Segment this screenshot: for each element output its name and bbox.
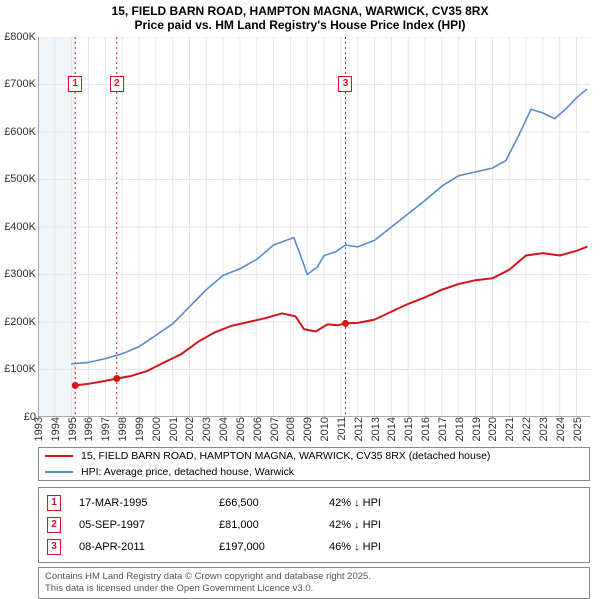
legend-swatch	[45, 471, 73, 473]
event-marker-on-chart: 1	[68, 76, 82, 92]
x-tick-label: 2016	[418, 417, 432, 441]
event-pct-vs-hpi: 42% ↓ HPI	[329, 519, 581, 531]
footer-attribution: Contains HM Land Registry data © Crown c…	[38, 567, 590, 599]
event-date: 17-MAR-1995	[79, 497, 219, 509]
x-tick-label: 2019	[469, 417, 483, 441]
x-tick-label: 2007	[267, 417, 281, 441]
event-marker: 2	[47, 517, 61, 533]
chart-svg	[38, 37, 590, 417]
x-tick-label: 2005	[233, 417, 247, 441]
event-marker-on-chart: 2	[110, 76, 124, 92]
footer-line-1: Contains HM Land Registry data © Crown c…	[45, 571, 583, 583]
event-row: 2 05-SEP-1997£81,00042% ↓ HPI	[39, 514, 589, 536]
x-tick-label: 2009	[300, 417, 314, 441]
x-tick-label: 1993	[31, 417, 45, 441]
event-date: 08-APR-2011	[79, 541, 219, 553]
event-marker: 3	[47, 539, 61, 555]
title-line-2: Price paid vs. HM Land Registry's House …	[0, 18, 600, 32]
x-tick-label: 1997	[98, 417, 112, 441]
x-tick-label: 2020	[485, 417, 499, 441]
x-tick-label: 2023	[536, 417, 550, 441]
y-tick-label: £200K	[4, 316, 38, 328]
x-tick-label: 2025	[570, 417, 584, 441]
event-price: £197,000	[219, 541, 329, 553]
y-tick-label: £400K	[4, 221, 38, 233]
event-date: 05-SEP-1997	[79, 519, 219, 531]
x-tick-label: 2008	[283, 417, 297, 441]
event-price: £81,000	[219, 519, 329, 531]
title-line-1: 15, FIELD BARN ROAD, HAMPTON MAGNA, WARW…	[0, 4, 600, 18]
event-row: 3 08-APR-2011£197,00046% ↓ HPI	[39, 536, 589, 558]
x-tick-label: 1994	[48, 417, 62, 441]
footer-line-2: This data is licensed under the Open Gov…	[45, 583, 583, 595]
legend: 15, FIELD BARN ROAD, HAMPTON MAGNA, WARW…	[38, 447, 590, 481]
legend-swatch	[45, 455, 73, 457]
y-tick-label: £100K	[4, 363, 38, 375]
x-tick-label: 2011	[334, 417, 348, 441]
x-tick-label: 2010	[317, 417, 331, 441]
legend-label: 15, FIELD BARN ROAD, HAMPTON MAGNA, WARW…	[81, 450, 490, 462]
x-tick-label: 2001	[166, 417, 180, 441]
chart-area: £0£100K£200K£300K£400K£500K£600K£700K£80…	[38, 37, 590, 417]
event-price: £66,500	[219, 497, 329, 509]
x-tick-label: 1995	[65, 417, 79, 441]
chart-title: 15, FIELD BARN ROAD, HAMPTON MAGNA, WARW…	[0, 0, 600, 33]
y-tick-label: £500K	[4, 173, 38, 185]
x-tick-label: 2022	[519, 417, 533, 441]
legend-label: HPI: Average price, detached house, Warw…	[81, 466, 294, 478]
y-tick-label: £800K	[4, 31, 38, 43]
legend-row: 15, FIELD BARN ROAD, HAMPTON MAGNA, WARW…	[39, 448, 589, 464]
x-tick-label: 2018	[452, 417, 466, 441]
legend-row: HPI: Average price, detached house, Warw…	[39, 464, 589, 480]
event-marker-on-chart: 3	[338, 76, 352, 92]
x-tick-label: 2015	[401, 417, 415, 441]
x-tick-label: 2004	[216, 417, 230, 441]
x-tick-label: 2024	[553, 417, 567, 441]
x-tick-label: 2021	[502, 417, 516, 441]
event-marker: 1	[47, 495, 61, 511]
x-tick-label: 2000	[149, 417, 163, 441]
event-pct-vs-hpi: 42% ↓ HPI	[329, 497, 581, 509]
event-pct-vs-hpi: 46% ↓ HPI	[329, 541, 581, 553]
x-tick-label: 1999	[132, 417, 146, 441]
events-table: 1 17-MAR-1995£66,50042% ↓ HPI 2 05-SEP-1997…	[38, 487, 590, 563]
x-tick-label: 2013	[368, 417, 382, 441]
x-tick-label: 2014	[384, 417, 398, 441]
x-tick-label: 1996	[81, 417, 95, 441]
y-tick-label: £600K	[4, 126, 38, 138]
event-row: 1 17-MAR-1995£66,50042% ↓ HPI	[39, 492, 589, 514]
x-tick-label: 2017	[435, 417, 449, 441]
y-tick-label: £700K	[4, 78, 38, 90]
x-tick-label: 2003	[199, 417, 213, 441]
page: 15, FIELD BARN ROAD, HAMPTON MAGNA, WARW…	[0, 0, 600, 590]
x-tick-label: 2002	[182, 417, 196, 441]
y-tick-label: £300K	[4, 268, 38, 280]
x-tick-label: 2012	[351, 417, 365, 441]
x-tick-label: 1998	[115, 417, 129, 441]
x-tick-label: 2006	[250, 417, 264, 441]
